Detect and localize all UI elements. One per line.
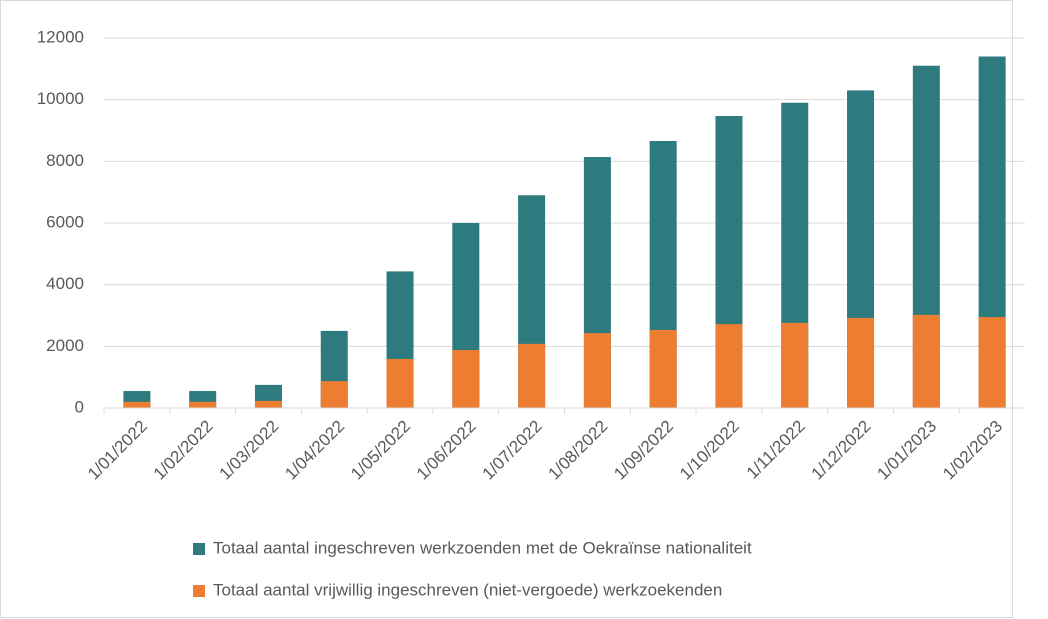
y-tick-label: 0	[75, 397, 84, 416]
y-tick-label: 12000	[37, 27, 84, 46]
bar	[189, 401, 217, 408]
bar	[254, 400, 282, 408]
bar	[386, 358, 414, 408]
bar	[781, 322, 809, 408]
y-tick-label: 8000	[46, 151, 84, 170]
bar	[518, 343, 546, 408]
chart-border	[0, 0, 1013, 618]
bar	[912, 314, 940, 408]
bar	[649, 329, 677, 408]
y-tick-label: 6000	[46, 212, 84, 231]
bar	[452, 350, 480, 408]
bar	[320, 381, 348, 408]
y-tick-label: 10000	[37, 89, 84, 108]
bar	[847, 317, 875, 408]
bar	[978, 317, 1006, 408]
bar	[583, 333, 611, 408]
y-tick-label: 4000	[46, 274, 84, 293]
bar	[715, 324, 743, 408]
legend-label: Totaal aantal vrijwillig ingeschreven (n…	[213, 580, 722, 599]
legend-label: Totaal aantal ingeschreven werkzoenden m…	[213, 538, 752, 557]
legend-swatch	[193, 543, 205, 555]
legend-swatch	[193, 585, 205, 597]
bar	[123, 401, 151, 408]
y-tick-label: 2000	[46, 336, 84, 355]
